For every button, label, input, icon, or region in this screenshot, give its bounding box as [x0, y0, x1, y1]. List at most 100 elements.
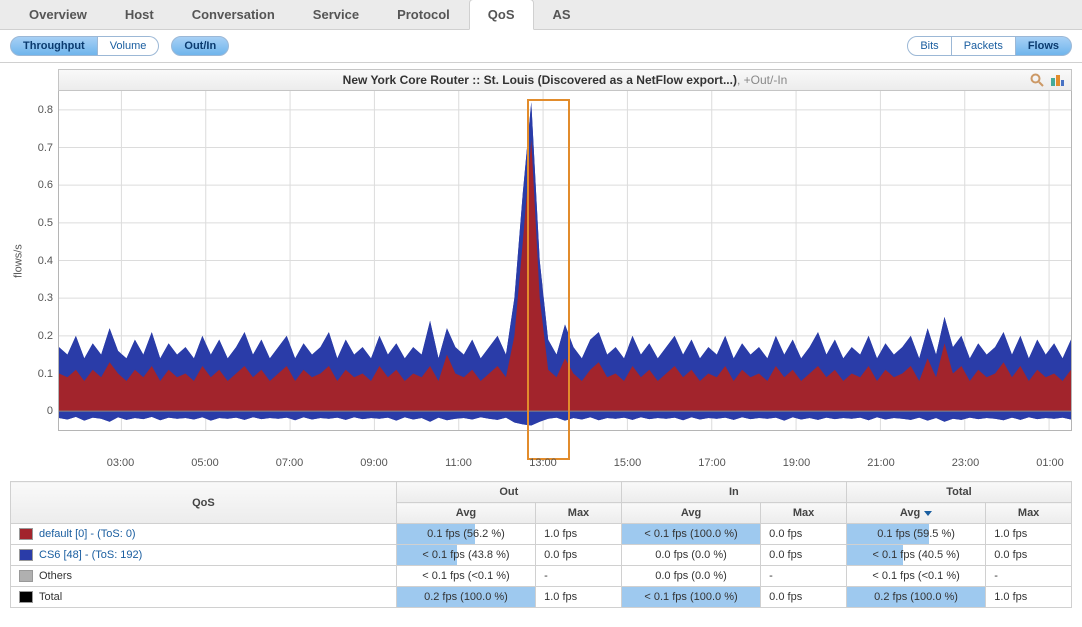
- sort-indicator-icon: [924, 511, 932, 516]
- max-cell: -: [986, 566, 1072, 587]
- chart-title-bar: New York Core Router :: St. Louis (Disco…: [58, 69, 1072, 91]
- tab-overview[interactable]: Overview: [10, 0, 106, 29]
- tab-conversation[interactable]: Conversation: [173, 0, 294, 29]
- right-pill-group: BitsPacketsFlows: [907, 36, 1072, 56]
- tab-protocol[interactable]: Protocol: [378, 0, 469, 29]
- avg-cell: 0.2 fps (100.0 %): [846, 587, 985, 608]
- xtick-label: 09:00: [360, 453, 388, 469]
- col-total-avg[interactable]: Avg: [846, 503, 985, 524]
- chart-container: flows/s New York Core Router :: St. Loui…: [10, 69, 1072, 453]
- xtick-label: 21:00: [867, 453, 895, 469]
- series-swatch: [19, 549, 33, 561]
- qos-label-cell: Others: [11, 566, 397, 587]
- xtick-label: 03:00: [107, 453, 135, 469]
- series-swatch: [19, 591, 33, 603]
- avg-cell: < 0.1 fps (<0.1 %): [396, 566, 535, 587]
- max-cell: 1.0 fps: [536, 524, 622, 545]
- max-cell: 0.0 fps: [536, 545, 622, 566]
- avg-cell: 0.1 fps (56.2 %): [396, 524, 535, 545]
- ytick-label: 0.2: [38, 330, 59, 342]
- chart-title: New York Core Router :: St. Louis (Disco…: [343, 73, 737, 87]
- x-axis: 03:0005:0007:0009:0011:0013:0015:0017:00…: [58, 431, 1072, 453]
- avg-cell: 0.2 fps (100.0 %): [396, 587, 535, 608]
- xtick-label: 19:00: [783, 453, 811, 469]
- qos-label: Total: [39, 591, 62, 603]
- series-swatch: [19, 570, 33, 582]
- max-cell: 1.0 fps: [986, 587, 1072, 608]
- table-row: CS6 [48] - (ToS: 192)< 0.1 fps (43.8 %)0…: [11, 545, 1072, 566]
- xtick-label: 13:00: [529, 453, 557, 469]
- avg-cell: < 0.1 fps (100.0 %): [621, 524, 760, 545]
- avg-cell: < 0.1 fps (40.5 %): [846, 545, 985, 566]
- max-cell: 0.0 fps: [761, 587, 847, 608]
- ytick-label: 0: [47, 405, 59, 417]
- pill-flows[interactable]: Flows: [1016, 36, 1072, 56]
- chart-subtitle: , +Out/-In: [737, 73, 787, 87]
- tab-host[interactable]: Host: [106, 0, 173, 29]
- pill-throughput[interactable]: Throughput: [10, 36, 98, 56]
- zoom-icon[interactable]: [1029, 72, 1045, 88]
- max-cell: 1.0 fps: [536, 587, 622, 608]
- qos-label-cell: Total: [11, 587, 397, 608]
- highlight-region: [527, 99, 571, 460]
- table-row: default [0] - (ToS: 0)0.1 fps (56.2 %)1.…: [11, 524, 1072, 545]
- ytick-label: 0.5: [38, 217, 59, 229]
- y-axis-label: flows/s: [13, 244, 25, 278]
- col-qos[interactable]: QoS: [11, 482, 397, 524]
- xtick-label: 23:00: [952, 453, 980, 469]
- series-swatch: [19, 528, 33, 540]
- col-in-avg[interactable]: Avg: [621, 503, 760, 524]
- avg-cell: 0.0 fps (0.0 %): [621, 566, 760, 587]
- qos-label[interactable]: default [0] - (ToS: 0): [39, 528, 136, 540]
- max-cell: -: [536, 566, 622, 587]
- pill-packets[interactable]: Packets: [952, 36, 1016, 56]
- ytick-label: 0.6: [38, 179, 59, 191]
- xtick-label: 17:00: [698, 453, 726, 469]
- max-cell: 0.0 fps: [761, 545, 847, 566]
- avg-cell: 0.0 fps (0.0 %): [621, 545, 760, 566]
- col-group-total[interactable]: Total: [846, 482, 1071, 503]
- ytick-label: 0.3: [38, 292, 59, 304]
- max-cell: 0.0 fps: [761, 524, 847, 545]
- left-pill-group-2: Out/In: [171, 36, 229, 56]
- qos-table-wrap: QoS Out In Total Avg Max Avg Max Avg Max…: [10, 481, 1072, 608]
- col-total-max[interactable]: Max: [986, 503, 1072, 524]
- ytick-label: 0.1: [38, 368, 59, 380]
- chart-plot-area[interactable]: 00.10.20.30.40.50.60.70.8: [58, 91, 1072, 431]
- col-group-out[interactable]: Out: [396, 482, 621, 503]
- table-row: Others< 0.1 fps (<0.1 %)-0.0 fps (0.0 %)…: [11, 566, 1072, 587]
- xtick-label: 05:00: [191, 453, 219, 469]
- xtick-label: 07:00: [276, 453, 304, 469]
- avg-cell: < 0.1 fps (<0.1 %): [846, 566, 985, 587]
- col-group-in[interactable]: In: [621, 482, 846, 503]
- xtick-label: 01:00: [1036, 453, 1064, 469]
- avg-cell: 0.1 fps (59.5 %): [846, 524, 985, 545]
- ytick-label: 0.8: [38, 104, 59, 116]
- ytick-label: 0.4: [38, 255, 59, 267]
- ytick-label: 0.7: [38, 142, 59, 154]
- main-tabs: OverviewHostConversationServiceProtocolQ…: [0, 0, 1082, 30]
- col-out-max[interactable]: Max: [536, 503, 622, 524]
- left-pill-group-1: ThroughputVolume: [10, 36, 159, 56]
- max-cell: 1.0 fps: [986, 524, 1072, 545]
- table-group-header-row: QoS Out In Total: [11, 482, 1072, 503]
- qos-table: QoS Out In Total Avg Max Avg Max Avg Max…: [10, 481, 1072, 608]
- max-cell: -: [761, 566, 847, 587]
- col-in-max[interactable]: Max: [761, 503, 847, 524]
- pill-out-in[interactable]: Out/In: [171, 36, 229, 56]
- qos-label: Others: [39, 570, 72, 582]
- pill-bits[interactable]: Bits: [907, 36, 951, 56]
- table-row: Total0.2 fps (100.0 %)1.0 fps< 0.1 fps (…: [11, 587, 1072, 608]
- tab-service[interactable]: Service: [294, 0, 378, 29]
- col-out-avg[interactable]: Avg: [396, 503, 535, 524]
- tab-as[interactable]: AS: [534, 0, 590, 29]
- avg-cell: < 0.1 fps (43.8 %): [396, 545, 535, 566]
- tab-qos[interactable]: QoS: [469, 0, 534, 30]
- avg-cell: < 0.1 fps (100.0 %): [621, 587, 760, 608]
- qos-label-cell[interactable]: CS6 [48] - (ToS: 192): [11, 545, 397, 566]
- max-cell: 0.0 fps: [986, 545, 1072, 566]
- export-icon[interactable]: [1049, 72, 1065, 88]
- qos-label[interactable]: CS6 [48] - (ToS: 192): [39, 549, 142, 561]
- pill-volume[interactable]: Volume: [98, 36, 160, 56]
- qos-label-cell[interactable]: default [0] - (ToS: 0): [11, 524, 397, 545]
